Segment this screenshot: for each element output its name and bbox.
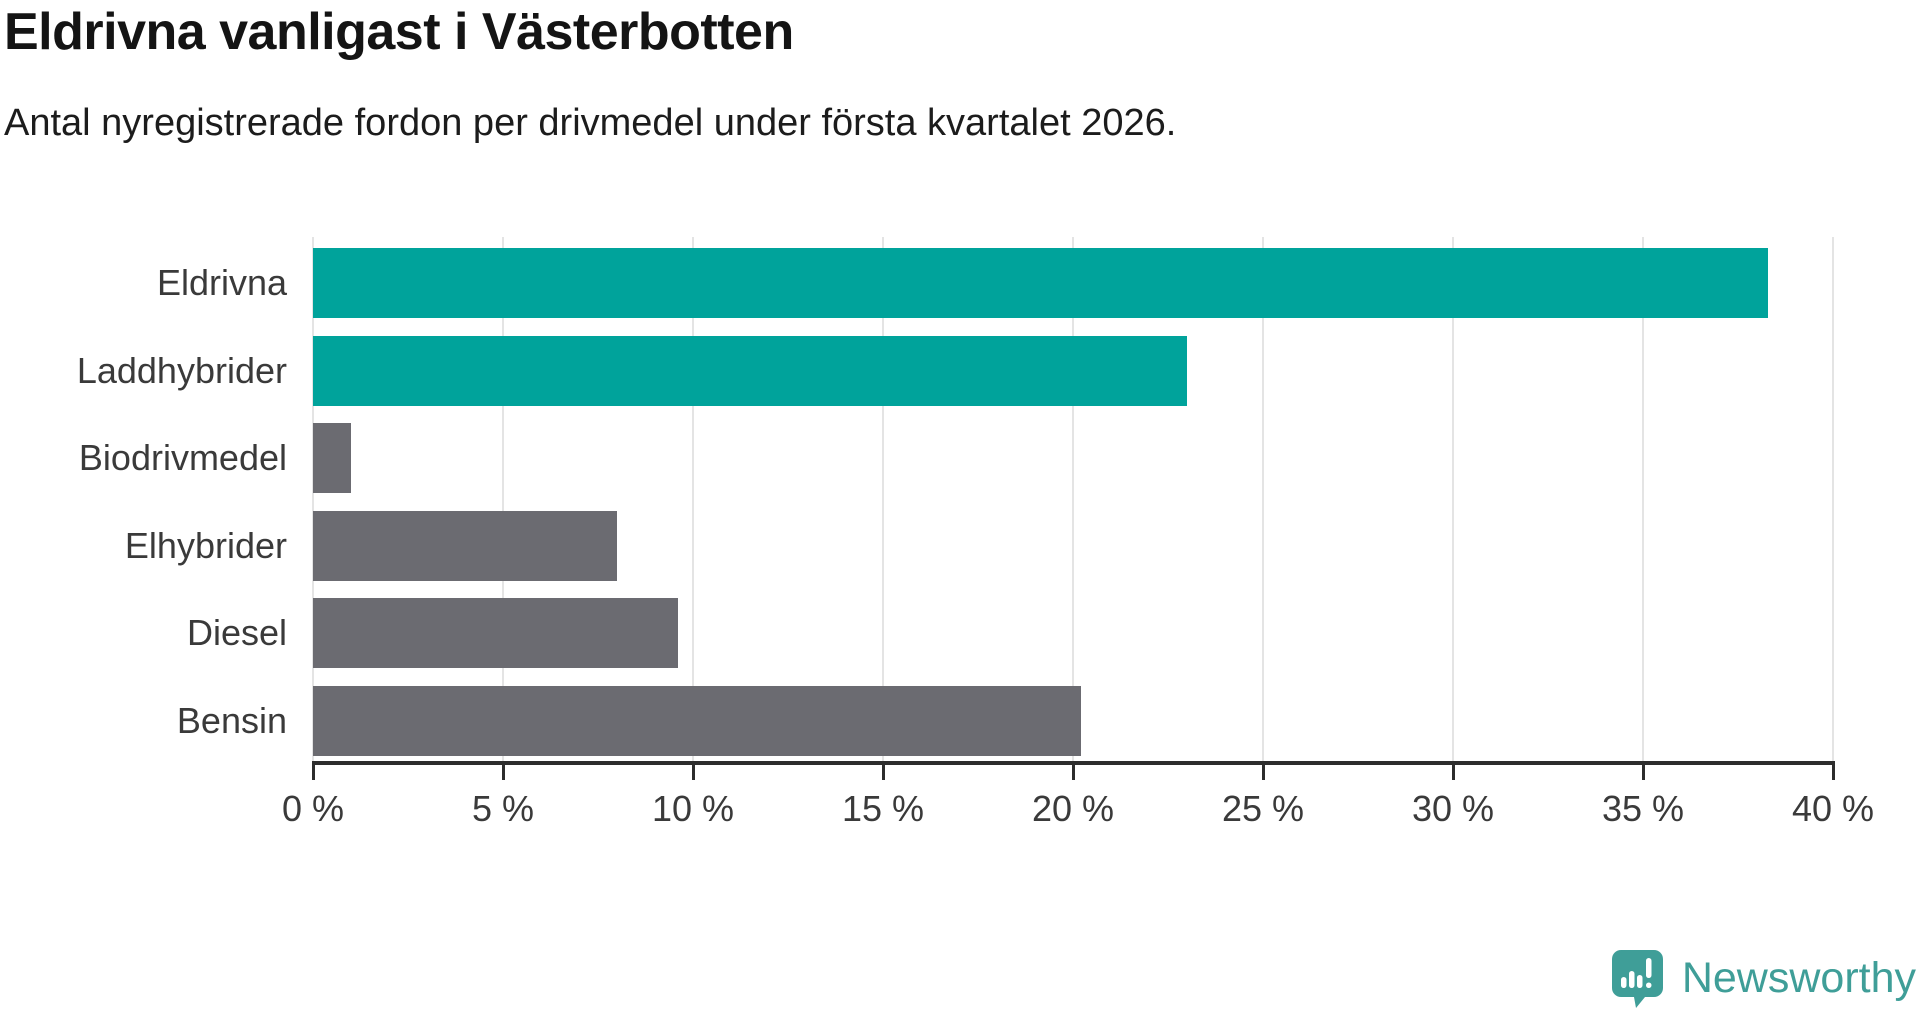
bar-bensin [313,686,1081,756]
x-axis-tick-15 [881,765,885,780]
x-axis-tick-label-30: 30 % [1411,788,1495,829]
x-axis-tick-label-0: 0 % [281,788,345,829]
bar-elhybrider [313,511,617,581]
category-axis: Eldrivna Laddhybrider Biodrivmedel Elhybrid… [0,237,300,765]
gridline-0 [312,237,314,761]
gridline-5 [502,237,504,761]
category-label-eldrivna: Eldrivna [156,262,287,303]
category-label-bensin: Bensin [176,700,287,741]
x-axis-tick-label-25: 25 % [1221,788,1305,829]
bar-eldrivna [313,248,1769,318]
bar-laddhybrider [313,336,1187,406]
newsworthy-logo-text: Newsworthy [1681,954,1916,1002]
x-axis-tick-30 [1451,765,1455,780]
x-axis-tick-0 [311,765,315,780]
gridline-25 [1262,237,1264,761]
chart-subtitle: Antal nyregistrerade fordon per drivmede… [4,102,1177,144]
category-label-diesel: Diesel [186,612,287,653]
x-axis-tick-label-10: 10 % [651,788,735,829]
category-label-laddhybrider: Laddhybrider [76,350,287,391]
gridline-10 [692,237,694,761]
bar-diesel [313,598,678,668]
gridline-30 [1452,237,1454,761]
x-axis-tick-20 [1071,765,1075,780]
newsworthy-logo: Newsworthy [1611,949,1916,1008]
bar-biodrivmedel [313,423,351,493]
newsworthy-speech-bubble-chart-icon [1611,950,1663,1008]
x-axis-tick-35 [1641,765,1645,780]
x-axis-tick-label-5: 5 % [471,788,535,829]
x-axis-tick-10 [691,765,695,780]
category-label-elhybrider: Elhybrider [124,525,287,566]
category-label-biodrivmedel: Biodrivmedel [78,437,287,478]
x-axis-tick-label-40: 40 % [1791,788,1875,829]
gridline-35 [1642,237,1644,761]
x-axis-tick-label-15: 15 % [841,788,925,829]
x-axis-line [312,761,1835,765]
x-axis-tick-label-35: 35 % [1601,788,1685,829]
gridline-40 [1832,237,1834,761]
x-axis-tick-label-20: 20 % [1031,788,1115,829]
gridline-15 [882,237,884,761]
x-axis-tick-5 [501,765,505,780]
gridline-20 [1072,237,1074,761]
x-axis-tick-40 [1831,765,1835,780]
bar-chart-plot-area: 0 % 5 % 10 % 15 % 20 % 25 % 30 % 35 % 40 % [282,237,1874,829]
chart-title: Eldrivna vanligast i Västerbotten [4,3,794,61]
x-axis-tick-25 [1261,765,1265,780]
